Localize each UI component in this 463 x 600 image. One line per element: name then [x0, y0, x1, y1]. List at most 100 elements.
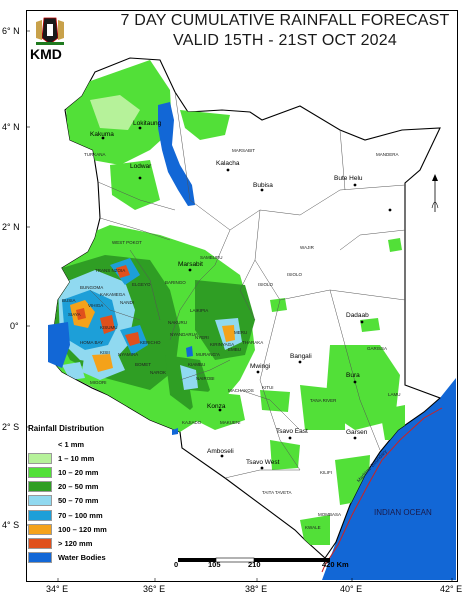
lon-label-42e: 42° E	[440, 584, 463, 594]
county-label: THARAKA	[242, 340, 264, 345]
legend-swatch	[28, 509, 52, 521]
place-konza: Konza	[207, 403, 226, 410]
legend-swatch	[28, 537, 52, 549]
county-label: TRANS NZOIA	[95, 268, 126, 273]
legend-item: 70 – 100 mm	[28, 508, 173, 522]
county-label: KITUI	[262, 385, 274, 390]
county-label: ELGEYO	[132, 282, 151, 287]
lat-label-2n: 2° N	[2, 222, 20, 232]
maritime-boundary	[324, 407, 443, 566]
place-amboseli: Amboseli	[207, 448, 234, 455]
county-label: KAKAMEGA	[100, 292, 126, 297]
scale-bar	[178, 557, 330, 563]
county-label: SAMBURU	[200, 255, 223, 260]
county-label: NAROK	[150, 370, 167, 375]
county-label: NYAMIRA	[118, 352, 139, 357]
legend-item: 10 – 20 mm	[28, 465, 173, 479]
logo-text: KMD	[30, 46, 62, 62]
county-label: KISII	[100, 350, 110, 355]
coat-of-arms-icon	[36, 17, 64, 45]
county-label: HOMA BAY	[80, 340, 104, 345]
place-kalacha: Kalacha	[216, 160, 240, 167]
lake-turkana	[158, 102, 195, 206]
scale-label-0: 0	[174, 560, 179, 569]
legend-swatch	[28, 466, 52, 478]
indian-ocean	[322, 378, 456, 580]
county-label: ISIOLO	[258, 282, 274, 287]
place-lodwar: Lodwar	[130, 163, 152, 170]
county-label: KAJIADO	[182, 420, 202, 425]
lake-victoria	[48, 322, 70, 368]
legend-swatch	[28, 452, 52, 464]
county-label: WAJIR	[300, 245, 314, 250]
place-mwingi: Mwingi	[250, 363, 271, 370]
legend-label: 100 – 120 mm	[58, 524, 107, 534]
county-label: MERU	[234, 330, 248, 335]
legend: Rainfall Distribution < 1 mm 1 – 10 mm 10 …	[28, 424, 173, 565]
place-tsavo-west: Tsavo West	[246, 459, 280, 466]
county-label: EMBU	[228, 347, 242, 352]
legend-item: > 120 mm	[28, 536, 173, 550]
axis-ticks	[26, 30, 453, 582]
legend-item: 1 – 10 mm	[28, 451, 173, 465]
county-label: TURKANA	[84, 152, 106, 157]
county-label: MACHAKOS	[228, 388, 254, 393]
legend-title: Rainfall Distribution	[28, 424, 104, 433]
county-label: TANA RIVER	[310, 398, 337, 403]
county-label: NANDI	[120, 300, 135, 305]
county-label: MARSABIT	[232, 148, 256, 153]
county-label: MAKUENI	[220, 420, 241, 425]
lake-small-2	[172, 428, 178, 435]
map-title-line-2: VALID 15TH - 21ST OCT 2024	[173, 32, 397, 49]
county-label: BOMET	[135, 362, 152, 367]
legend-swatch	[28, 552, 52, 564]
scale-label-210: 210	[248, 560, 261, 569]
lon-label-38e: 38° E	[245, 584, 268, 594]
place-garsen: Garsen	[346, 429, 368, 436]
county-label: KERICHO	[140, 340, 161, 345]
lake-small-1	[186, 346, 193, 357]
legend-swatch	[28, 495, 52, 507]
map-title-line-1: 7 DAY CUMULATIVE RAINFALL FORECAST	[120, 12, 450, 29]
county-label: NAIROBI	[196, 376, 215, 381]
county-label: NAKURU	[168, 320, 188, 325]
lat-label-2s: 2° S	[2, 422, 20, 432]
legend-items: < 1 mm 1 – 10 mm 10 – 20 mm 20 – 50 mm 50 – …	[28, 437, 173, 565]
county-label: BUSIA	[62, 298, 76, 303]
legend-item: < 1 mm	[28, 437, 173, 451]
county-label: KIRINYAGA	[210, 342, 235, 347]
legend-label: > 120 mm	[58, 538, 93, 548]
county-boundaries	[89, 91, 406, 479]
county-label: BARINGO	[165, 280, 186, 285]
county-label: KWALE	[305, 525, 321, 530]
lat-label-6n: 6° N	[2, 26, 20, 36]
county-label: BUNGOMA	[80, 285, 104, 290]
county-label: LAMU	[388, 392, 401, 397]
legend-label: 1 – 10 mm	[58, 453, 95, 463]
county-label: MOMBASA	[318, 512, 342, 517]
legend-swatch	[28, 523, 52, 535]
place-tsavo-east: Tsavo East	[276, 428, 308, 435]
legend-label: < 1 mm	[58, 439, 85, 449]
legend-label: 20 – 50 mm	[58, 482, 99, 492]
lon-label-34e: 34° E	[46, 584, 69, 594]
legend-label: 70 – 100 mm	[58, 510, 103, 520]
legend-item: 20 – 50 mm	[28, 480, 173, 494]
place-bute-helu: Bute Helu	[334, 175, 363, 182]
county-label: KIAMBU	[188, 362, 206, 367]
lat-label-4n: 4° N	[2, 122, 20, 132]
ocean-label: INDIAN OCEAN	[374, 508, 432, 517]
lat-label-4s: 4° S	[2, 520, 20, 530]
county-label: NYANDARUA	[170, 332, 198, 337]
legend-swatch	[28, 438, 52, 450]
county-label: KILIFI	[320, 470, 333, 475]
county-label: MANDERA	[376, 152, 399, 157]
legend-item: Water Bodies	[28, 551, 173, 565]
place-lokitaung: Lokitaung	[133, 120, 162, 127]
county-label: KISUMU	[100, 325, 118, 330]
county-label: LAIKIPIA	[190, 308, 209, 313]
place-dadaab: Dadaab	[346, 312, 369, 319]
lon-label-40e: 40° E	[340, 584, 363, 594]
county-label: MURANG'A	[196, 352, 220, 357]
